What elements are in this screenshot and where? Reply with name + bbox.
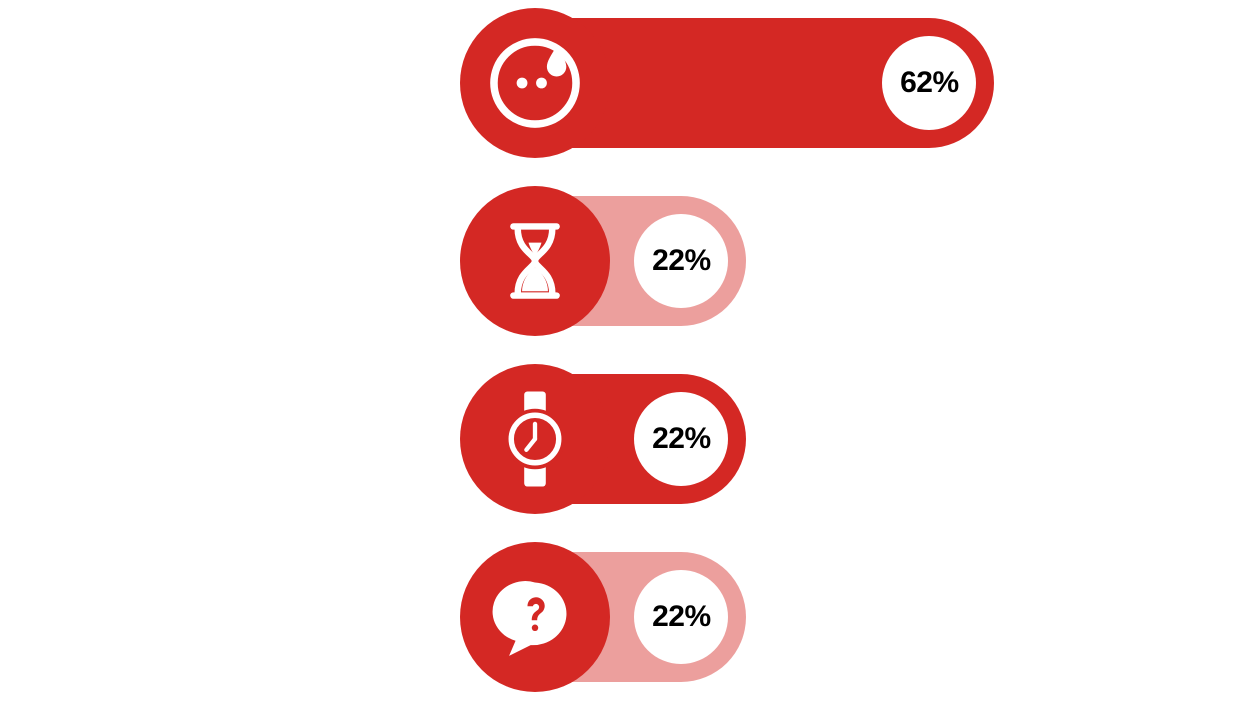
chart-row: 22% <box>0 542 1252 692</box>
hourglass-icon <box>460 186 610 336</box>
value-label: 62% <box>900 66 959 100</box>
value-label: 22% <box>652 422 711 456</box>
value-circle-hourglass: 22% <box>634 214 728 308</box>
value-circle-watch: 22% <box>634 392 728 486</box>
value-circle-sweat-face: 62% <box>882 36 976 130</box>
value-circle-question-bubble: 22% <box>634 570 728 664</box>
sweat-face-icon <box>460 8 610 158</box>
chart-row: 22% <box>0 364 1252 514</box>
watch-icon <box>460 364 610 514</box>
chart-row: 62% <box>0 8 1252 158</box>
value-label: 22% <box>652 244 711 278</box>
percentage-bar-chart: 62% 22% 22% 22% <box>0 0 1252 702</box>
value-label: 22% <box>652 600 711 634</box>
question-bubble-icon <box>460 542 610 692</box>
chart-row: 22% <box>0 186 1252 336</box>
